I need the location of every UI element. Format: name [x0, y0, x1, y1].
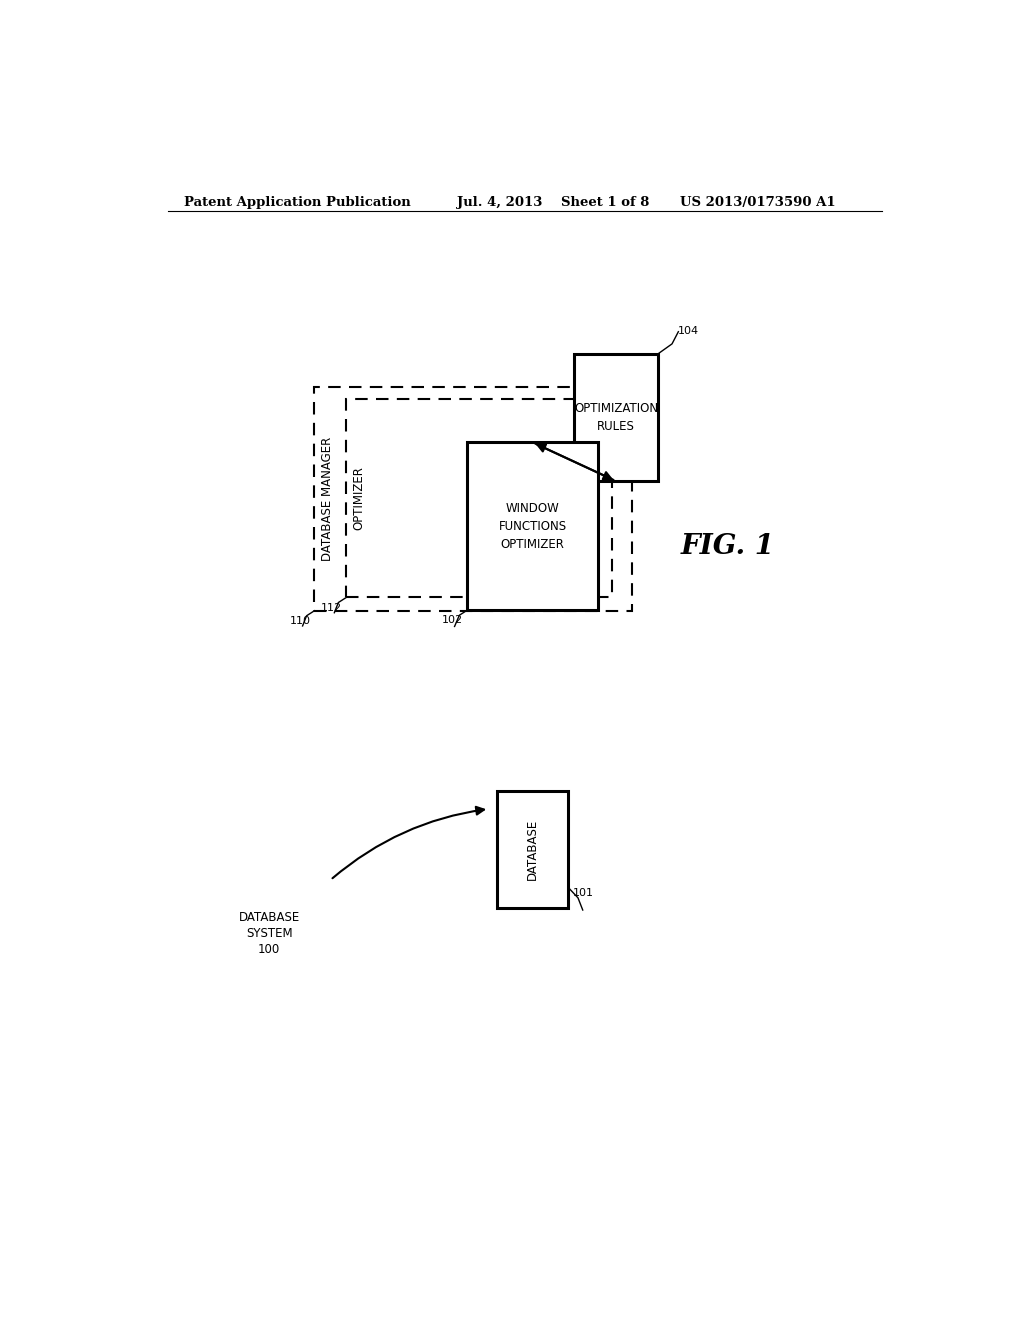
Text: US 2013/0173590 A1: US 2013/0173590 A1 — [680, 195, 836, 209]
Text: DATABASE MANAGER: DATABASE MANAGER — [321, 437, 334, 561]
Text: 110: 110 — [290, 615, 310, 626]
Text: 104: 104 — [678, 326, 698, 335]
Bar — [314, 387, 632, 611]
Text: Jul. 4, 2013: Jul. 4, 2013 — [458, 195, 543, 209]
Text: 102: 102 — [442, 615, 463, 626]
Text: OPTIMIZATION
RULES: OPTIMIZATION RULES — [574, 403, 658, 433]
Text: DATABASE: DATABASE — [526, 818, 540, 880]
Bar — [467, 442, 598, 610]
Text: 112: 112 — [322, 602, 342, 612]
Bar — [497, 791, 568, 908]
Text: OPTIMIZER: OPTIMIZER — [352, 466, 366, 531]
Text: WINDOW
FUNCTIONS
OPTIMIZER: WINDOW FUNCTIONS OPTIMIZER — [499, 502, 567, 550]
Text: Sheet 1 of 8: Sheet 1 of 8 — [560, 195, 649, 209]
Bar — [346, 399, 612, 598]
Bar — [574, 354, 657, 480]
Text: DATABASE
SYSTEM
100: DATABASE SYSTEM 100 — [239, 911, 300, 956]
Text: 101: 101 — [572, 888, 594, 898]
Text: Patent Application Publication: Patent Application Publication — [183, 195, 411, 209]
Text: FIG. 1: FIG. 1 — [680, 533, 774, 560]
